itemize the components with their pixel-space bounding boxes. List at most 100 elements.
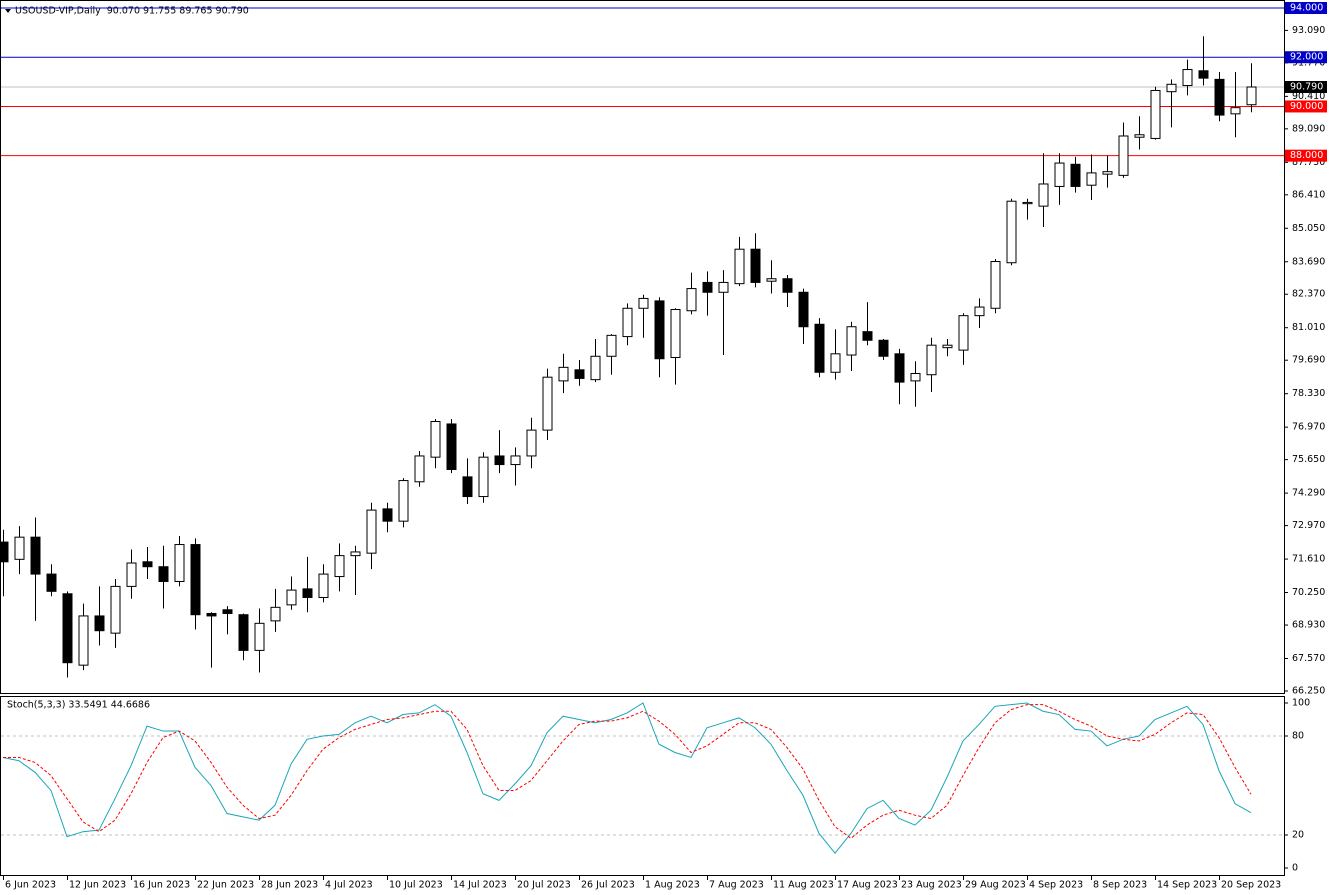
- candle-body: [302, 588, 313, 598]
- y-tick-label: 78.330: [1292, 388, 1325, 399]
- candle-body: [222, 609, 233, 614]
- candle-body: [1166, 83, 1177, 93]
- y-tick-label: 83.690: [1292, 256, 1325, 267]
- candle-body: [1150, 89, 1161, 139]
- stoch-line: [2, 702, 1252, 854]
- x-tick-label: 22 Jun 2023: [197, 880, 254, 891]
- y-tick-label: 68.930: [1292, 620, 1325, 631]
- candle-body: [718, 281, 729, 293]
- candle-body: [94, 615, 105, 632]
- y-tick-label: 20: [1292, 830, 1304, 841]
- x-tick-label: 11 Aug 2023: [773, 880, 834, 891]
- candle-body: [766, 278, 777, 282]
- candle-body: [318, 573, 329, 598]
- candle-body: [286, 589, 297, 606]
- candle-body: [686, 288, 697, 312]
- indicator-title: Stoch(5,3,3) 33.5491 44.6686: [7, 700, 150, 711]
- level-label: 90.000: [1290, 101, 1323, 112]
- candle-body: [958, 315, 969, 351]
- stoch-pane: [0, 696, 1285, 876]
- level-label: 90.790: [1290, 82, 1323, 93]
- y-tick-label: 67.570: [1292, 653, 1325, 664]
- candle-body: [830, 353, 841, 373]
- candle-body: [126, 562, 137, 587]
- y-tick-label: 87.730: [1292, 157, 1325, 168]
- y-tick-label: 74.290: [1292, 488, 1325, 499]
- candle-body: [670, 309, 681, 358]
- level-label: 88.000: [1290, 150, 1323, 161]
- candle-body: [478, 456, 489, 498]
- y-tick-label: 86.410: [1292, 189, 1325, 200]
- candle-body: [334, 555, 345, 578]
- candle-body: [30, 536, 41, 575]
- x-tick-label: 20 Jul 2023: [517, 880, 571, 891]
- x-tick-label: 17 Aug 2023: [837, 880, 898, 891]
- x-tick-label: 20 Sep 2023: [1221, 880, 1281, 891]
- candle-body: [942, 344, 953, 349]
- x-tick-label: 14 Sep 2023: [1157, 880, 1217, 891]
- candle-body: [1246, 86, 1257, 106]
- y-tick-label: 93.090: [1292, 25, 1325, 36]
- candle-body: [606, 334, 617, 357]
- candle-body: [190, 544, 201, 616]
- x-tick-label: 23 Aug 2023: [901, 880, 962, 891]
- y-tick-label: 72.970: [1292, 520, 1325, 531]
- candle-body: [702, 281, 713, 293]
- candle-body: [366, 509, 377, 554]
- candle-body: [734, 248, 745, 285]
- candle-body: [446, 423, 457, 470]
- level-label: 92.000: [1290, 52, 1323, 63]
- y-tick-label: 82.370: [1292, 289, 1325, 300]
- candle-body: [894, 353, 905, 383]
- candle-body: [862, 331, 873, 341]
- x-tick-label: 6 Jun 2023: [5, 880, 56, 891]
- candle-body: [590, 355, 601, 381]
- candle-body: [350, 551, 361, 557]
- candle-body: [110, 585, 121, 634]
- candle-body: [382, 508, 393, 522]
- y-tick-label: 66.250: [1292, 686, 1325, 697]
- candle-body: [542, 376, 553, 431]
- x-tick-label: 26 Jul 2023: [581, 880, 635, 891]
- x-tick-label: 29 Aug 2023: [965, 880, 1026, 891]
- candle-body: [1214, 78, 1225, 116]
- x-tick-label: 4 Sep 2023: [1029, 880, 1083, 891]
- candle-body: [1054, 162, 1065, 187]
- y-tick-label: 89.090: [1292, 123, 1325, 134]
- level-label-box: [1285, 51, 1327, 64]
- level-label: 94.000: [1290, 3, 1323, 14]
- candle-body: [1006, 200, 1017, 264]
- candle-body: [526, 429, 537, 457]
- main-pane: [0, 0, 1285, 694]
- candle-body: [1086, 172, 1097, 186]
- candle-body: [1134, 134, 1145, 138]
- y-tick-label: 90.410: [1292, 91, 1325, 102]
- level-label-box: [1285, 81, 1327, 94]
- x-tick-label: 7 Aug 2023: [709, 880, 764, 891]
- y-tick-label: 76.970: [1292, 422, 1325, 433]
- candle-body: [926, 344, 937, 376]
- candle-body: [1102, 171, 1113, 175]
- candle-body: [574, 369, 585, 379]
- y-tick-label: 71.610: [1292, 554, 1325, 565]
- chart-title: USOUSD-VIP,Daily 90.070 91.755 89.765 90…: [15, 6, 249, 17]
- candle-body: [814, 323, 825, 373]
- candle-body: [0, 541, 9, 563]
- candle-body: [622, 307, 633, 338]
- y-tick-label: 81.010: [1292, 322, 1325, 333]
- x-tick-label: 14 Jul 2023: [453, 880, 507, 891]
- candle-body: [78, 615, 89, 666]
- menu-arrow[interactable]: [5, 9, 11, 13]
- y-tick-label: 70.250: [1292, 587, 1325, 598]
- candle-body: [782, 278, 793, 293]
- candle-body: [206, 612, 217, 617]
- candle-body: [158, 566, 169, 582]
- y-tick-label: 0: [1292, 863, 1298, 874]
- x-tick-label: 1 Aug 2023: [645, 880, 700, 891]
- level-label-box: [1285, 149, 1327, 162]
- candle-body: [990, 261, 1001, 309]
- candle-body: [1022, 201, 1033, 205]
- candle-body: [62, 593, 73, 664]
- candle-body: [1118, 135, 1129, 176]
